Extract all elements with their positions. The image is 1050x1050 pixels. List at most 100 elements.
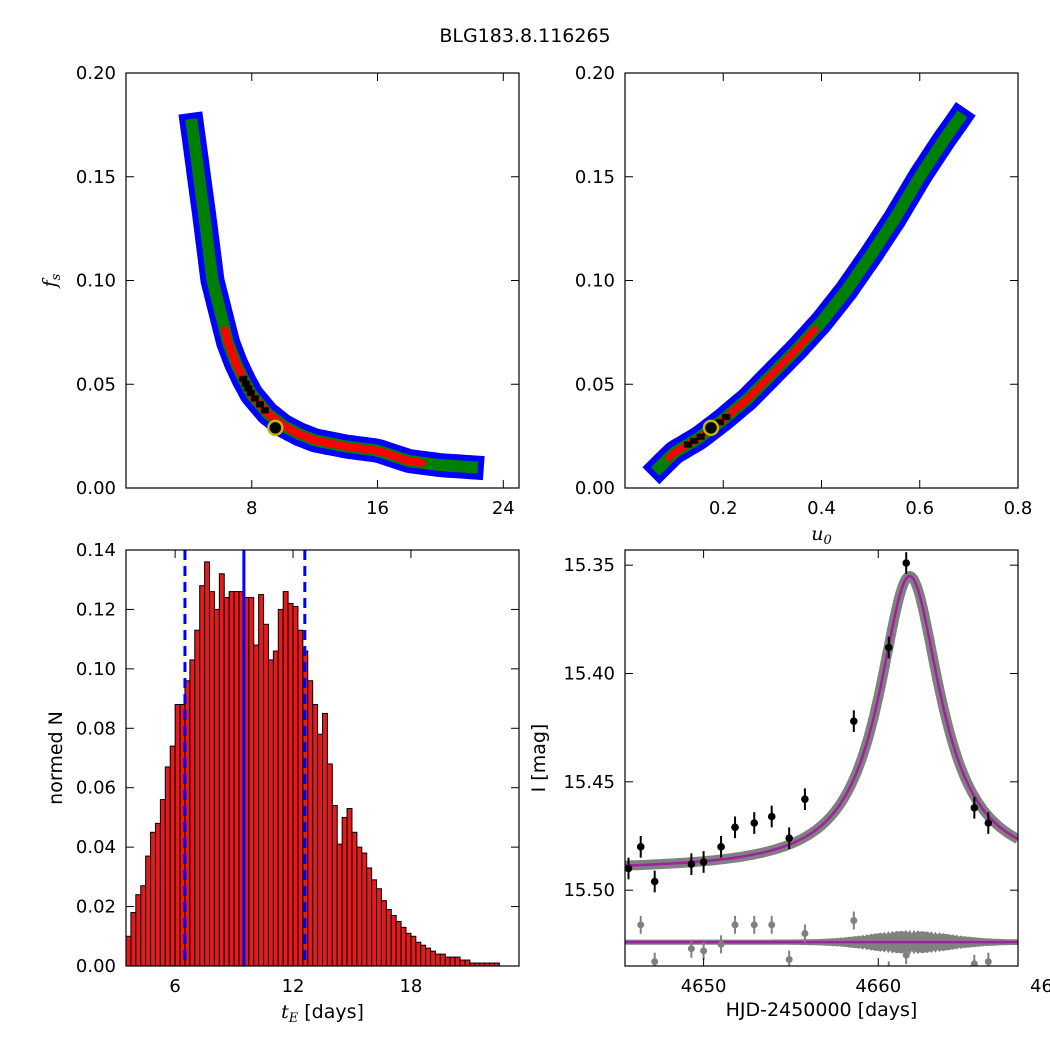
histogram-bar: [312, 704, 319, 967]
histogram-bar: [361, 852, 368, 967]
histogram-bar: [331, 805, 338, 967]
histogram-bar: [253, 644, 260, 967]
data-point: [970, 804, 979, 812]
contour-core-cell: [255, 401, 264, 408]
histogram-bar: [164, 766, 171, 967]
histogram-bar: [459, 959, 466, 967]
histogram-bar: [454, 956, 461, 967]
x-axis-label: tE [days]: [281, 1001, 364, 1026]
histogram-bar: [439, 953, 446, 967]
x-tick-label: 4670: [1030, 976, 1050, 997]
residual-point: [637, 921, 645, 929]
contour-core-cell: [715, 419, 724, 426]
histogram-bar: [341, 816, 348, 967]
data-point: [636, 843, 645, 851]
histogram-bar: [282, 591, 289, 967]
histogram-bar: [336, 843, 343, 967]
histogram-bar: [390, 914, 397, 967]
panel-tE-histogram: 6 12 18 0.00 0.02 0.04 0.06 0.08 0.10 0.12 0.14 nor…: [45, 540, 520, 1026]
data-point: [625, 864, 633, 873]
y-tick-label: 0.05: [76, 374, 116, 395]
histogram-bar: [150, 831, 156, 967]
y-tick-label: 0.15: [575, 167, 615, 188]
histogram-bar: [346, 808, 353, 967]
histogram-bar: [130, 912, 137, 967]
y-tick-label: 0.05: [575, 374, 615, 395]
histogram-bar: [228, 591, 235, 967]
x-tick-label: 0.2: [709, 498, 738, 519]
plot-area: [625, 552, 1018, 966]
y-tick-label: 15.50: [563, 880, 615, 901]
histogram-bar: [248, 597, 255, 967]
histogram-bar: [263, 623, 269, 967]
contour-core-cell: [696, 433, 705, 440]
y-tick-label: 0.08: [76, 718, 116, 739]
data-point: [767, 812, 776, 821]
y-tick-label: 0.02: [76, 897, 116, 918]
histogram-bar: [376, 888, 382, 967]
y-tick-label: 0.04: [76, 837, 116, 858]
data-point: [699, 858, 708, 866]
histogram-bar: [366, 867, 373, 967]
data-point: [801, 795, 809, 803]
histogram-bar: [154, 822, 161, 967]
y-tick-label: 0.10: [76, 271, 116, 292]
histogram-bar: [326, 763, 333, 967]
histogram-bar: [464, 959, 471, 967]
contour-3sigma: [642, 102, 976, 485]
data-point: [884, 643, 893, 652]
histogram-bar: [159, 799, 166, 967]
contour-core-cell: [244, 385, 253, 392]
histogram-bar: [140, 885, 147, 967]
y-tick-label: 0.00: [76, 956, 116, 977]
histogram-bar: [258, 594, 265, 967]
residual-point: [768, 921, 776, 929]
histogram-bar: [277, 608, 284, 967]
x-tick-label: 6: [169, 976, 180, 997]
histogram-bar: [209, 591, 215, 967]
x-tick-label: 8: [246, 498, 257, 519]
contour-core-cell: [722, 414, 731, 421]
histogram-bar: [430, 950, 436, 967]
x-tick-label: 4650: [681, 976, 727, 997]
y-tick-label: 15.35: [563, 555, 615, 576]
histogram-bar: [189, 659, 196, 967]
residual-point: [651, 958, 659, 966]
data-point: [687, 860, 696, 868]
histogram-bar: [233, 591, 240, 967]
x-axis-label: HJD-2450000 [days]: [726, 999, 918, 1021]
histogram-bar: [434, 953, 441, 967]
data-point: [850, 717, 858, 725]
histogram-bar: [223, 597, 230, 967]
histogram-bar: [174, 704, 181, 967]
best-fit-marker: [702, 419, 720, 437]
histogram-bar: [317, 733, 323, 967]
y-tick-label: 0.00: [76, 478, 116, 499]
y-tick-label: 0.15: [76, 167, 116, 188]
x-tick-label: 4660: [855, 976, 901, 997]
residual-point: [700, 947, 708, 955]
x-tick-label: 12: [282, 976, 305, 997]
histogram-bar: [425, 947, 432, 967]
residual-point: [970, 960, 978, 966]
contour-core-cell: [250, 395, 259, 402]
axes-frame: [125, 549, 520, 967]
histogram-bar: [272, 650, 279, 967]
histogram-bar: [400, 926, 407, 967]
histogram-bar: [287, 602, 294, 967]
x-tick-label: 0.6: [905, 498, 934, 519]
residual-point: [785, 956, 793, 963]
residual-point: [750, 921, 758, 929]
residual-point: [850, 917, 858, 924]
y-tick-label: 15.40: [563, 664, 615, 685]
contour-core-cell: [241, 380, 250, 387]
histogram-bar: [371, 879, 378, 967]
y-tick-label: 0.00: [575, 478, 615, 499]
histogram-bar: [307, 680, 314, 967]
axes-frame: [624, 549, 1019, 967]
y-tick-label: 0.10: [575, 271, 615, 292]
histogram-bar: [405, 932, 412, 967]
histogram-bar: [267, 659, 274, 967]
y-tick-label: 0.10: [76, 659, 116, 680]
y-tick-label: 0.12: [76, 599, 116, 620]
